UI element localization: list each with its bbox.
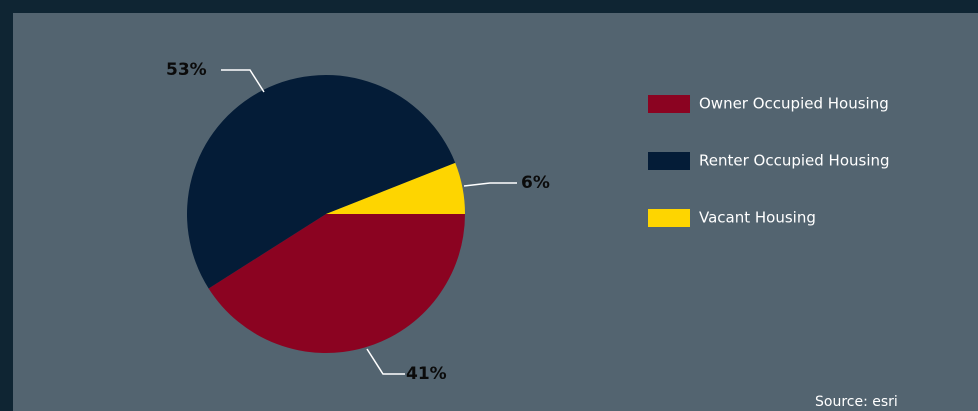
pie-slice-vacant [326,162,465,214]
pie-slice-renter [186,75,456,289]
legend: Owner Occupied Housing Renter Occupied H… [648,95,890,227]
slice-label-renter: 53% [166,60,207,80]
slice-label-owner: 41% [406,364,447,384]
legend-swatch-vacant [648,209,690,227]
chart-panel [13,13,978,411]
legend-swatch-renter [648,152,690,170]
legend-label-vacant: Vacant Housing [699,209,816,227]
slice-label-vacant: 6% [521,173,550,193]
leader-line-owner [366,348,405,375]
leader-line-vacant [463,182,517,187]
legend-label-renter: Renter Occupied Housing [699,152,890,170]
pie-slice-owner [208,214,466,354]
leader-line-renter [221,69,265,93]
pie-slices [186,75,466,354]
legend-swatch-owner [648,95,690,113]
source-caption: Source: esri [815,394,898,410]
legend-label-owner: Owner Occupied Housing [699,95,889,113]
